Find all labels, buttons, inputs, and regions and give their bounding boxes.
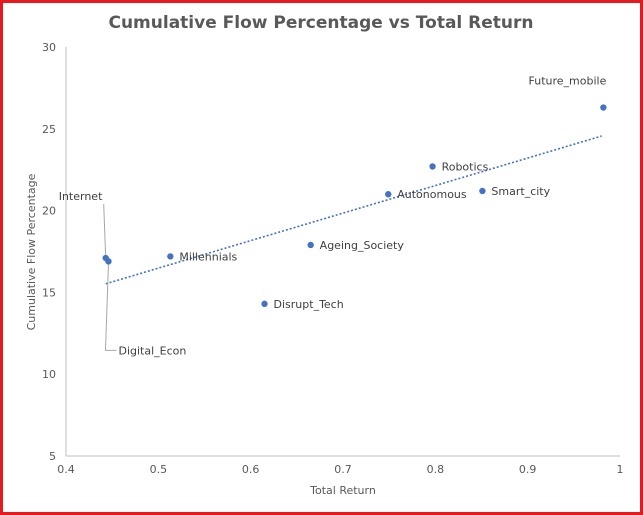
leader-line: [104, 263, 117, 351]
x-tick-label: 0.6: [242, 463, 260, 476]
data-point: [105, 258, 112, 265]
data-point: [600, 104, 607, 111]
x-tick-label: 0.5: [150, 463, 168, 476]
x-tick-label: 0.7: [334, 463, 352, 476]
point-label: Robotics: [442, 160, 489, 173]
data-point: [167, 253, 174, 260]
y-tick-label: 10: [42, 368, 56, 381]
point-label: Autonomous: [397, 188, 467, 201]
point-label: Ageing_Society: [320, 239, 405, 252]
x-tick-label: 0.4: [57, 463, 75, 476]
y-tick-label: 5: [49, 450, 56, 463]
y-tick-label: 15: [42, 286, 56, 299]
data-point: [385, 191, 392, 198]
y-tick-label: 20: [42, 205, 56, 218]
point-label: Internet: [59, 190, 103, 203]
y-tick-labels: 5 10 15 20 25 30: [42, 41, 56, 463]
point-label: Digital_Econ: [118, 344, 186, 357]
data-points: [102, 104, 607, 308]
x-tick-label: 1: [617, 463, 624, 476]
x-tick-labels: 0.4 0.5 0.6 0.7 0.8 0.9 1: [57, 463, 623, 476]
point-label: Disrupt_Tech: [274, 298, 344, 311]
leader-line: [103, 204, 107, 259]
axes: [65, 47, 620, 457]
point-label: Millennials: [179, 250, 237, 263]
point-labels: Internet Digital_Econ Millennials Disrupt_T…: [59, 75, 607, 358]
data-point: [261, 300, 268, 308]
x-tick-label: 0.8: [427, 463, 445, 476]
point-label: Future_mobile: [529, 75, 607, 88]
data-point: [429, 163, 436, 170]
chart-title: Cumulative Flow Percentage vs Total Retu…: [108, 13, 533, 33]
y-tick-label: 25: [42, 123, 56, 136]
x-tick-label: 0.9: [519, 463, 537, 476]
y-axis-title: Cumulative Flow Percentage: [25, 173, 38, 330]
leader-lines: [103, 204, 117, 351]
y-tick-label: 30: [42, 41, 56, 54]
data-point: [307, 241, 314, 249]
data-point: [479, 187, 486, 195]
x-axis-title: Total Return: [309, 484, 376, 497]
point-label: Smart_city: [491, 185, 550, 198]
